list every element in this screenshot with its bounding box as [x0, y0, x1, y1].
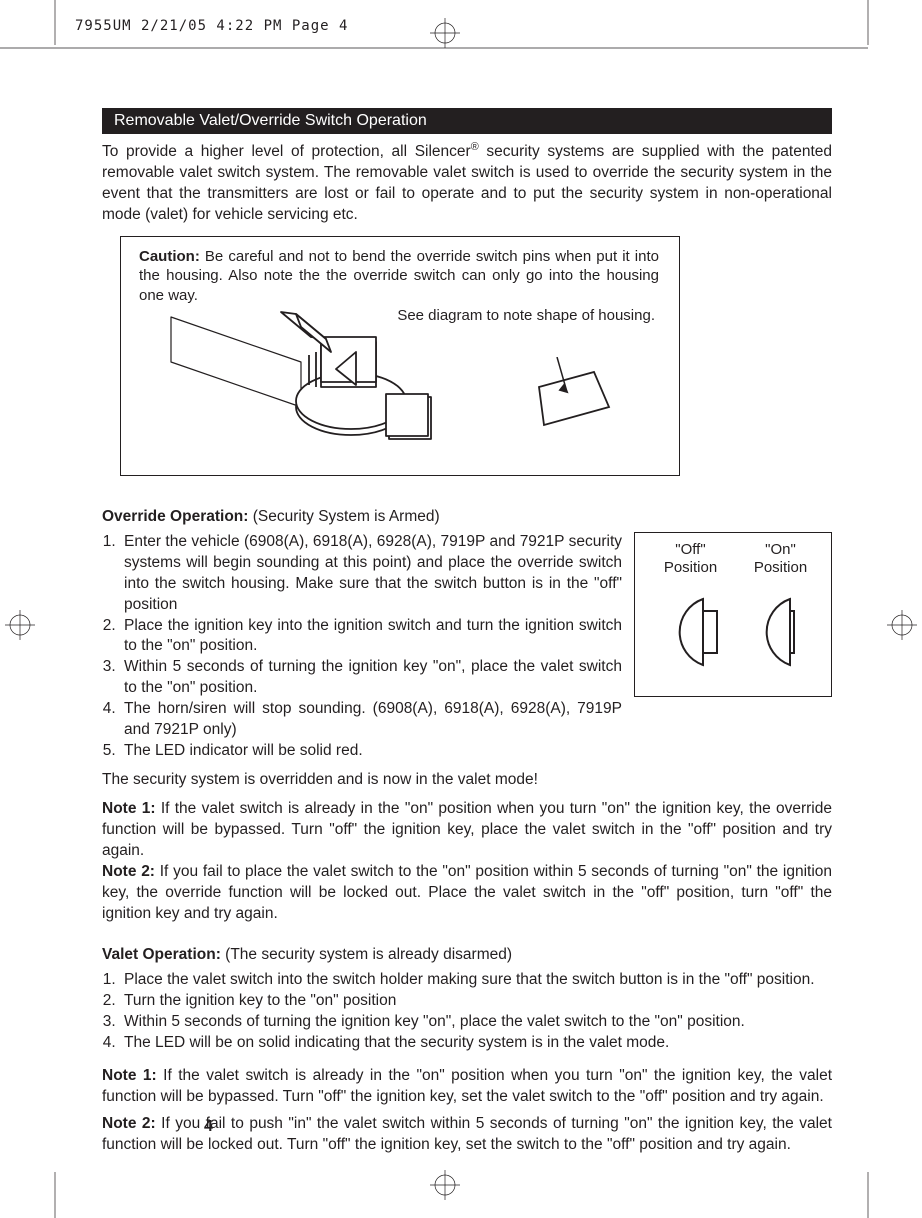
- override-title: Override Operation: (Security System is …: [102, 508, 832, 526]
- valet-note2-label: Note 2:: [102, 1115, 156, 1132]
- override-title-bold: Override Operation:: [102, 508, 248, 525]
- override-note-2: Note 2: If you fail to place the valet s…: [102, 862, 832, 925]
- on-label-2: Position: [746, 559, 816, 577]
- valet-note-1: Note 1: If the valet switch is already i…: [102, 1066, 832, 1108]
- off-label-2: Position: [651, 559, 731, 577]
- page-content: Removable Valet/Override Switch Operatio…: [102, 108, 832, 1156]
- caution-body: Be careful and not to bend the override …: [139, 248, 659, 304]
- override-item-5: The LED indicator will be solid red.: [120, 741, 622, 762]
- override-item-2: Place the ignition key into the ignition…: [120, 616, 622, 658]
- position-diagram: "Off" Position "On" Position: [634, 532, 832, 697]
- registration-mark-top: [430, 18, 460, 48]
- intro-paragraph: To provide a higher level of protection,…: [102, 140, 832, 226]
- valet-item-4: The LED will be on solid indicating that…: [120, 1033, 832, 1054]
- valet-list: Place the valet switch into the switch h…: [102, 970, 832, 1054]
- valet-title-bold: Valet Operation:: [102, 946, 221, 963]
- override-note1-text: If the valet switch is already in the "o…: [102, 800, 832, 859]
- registration-mark-left: [5, 610, 35, 640]
- override-note1-label: Note 1:: [102, 800, 156, 817]
- override-item-4: The horn/siren will stop sounding. (6908…: [120, 699, 622, 741]
- page-number: 4: [204, 1118, 213, 1136]
- print-header-info: 7955UM 2/21/05 4:22 PM Page 4: [75, 18, 348, 34]
- override-item-3: Within 5 seconds of turning the ignition…: [120, 657, 622, 699]
- override-title-rest: (Security System is Armed): [248, 508, 439, 525]
- override-note2-text: If you fail to place the valet switch to…: [102, 863, 832, 922]
- valet-title-rest: (The security system is already disarmed…: [221, 946, 512, 963]
- off-position-icon: [651, 587, 731, 677]
- registration-mark-bottom: [430, 1170, 460, 1200]
- on-position-icon: [746, 587, 816, 677]
- on-label-1: "On": [746, 541, 816, 559]
- valet-item-1: Place the valet switch into the switch h…: [120, 970, 832, 991]
- off-label-1: "Off": [651, 541, 731, 559]
- valet-item-3: Within 5 seconds of turning the ignition…: [120, 1012, 832, 1033]
- valet-item-2: Turn the ignition key to the "on" positi…: [120, 991, 832, 1012]
- override-item-1: Enter the vehicle (6908(A), 6918(A), 692…: [120, 532, 622, 616]
- registration-mark-right: [887, 610, 917, 640]
- caution-label: Caution:: [139, 248, 200, 265]
- override-summary: The security system is overridden and is…: [102, 770, 832, 791]
- caution-box: Caution: Be careful and not to bend the …: [120, 236, 680, 476]
- housing-shape-diagram: [519, 357, 619, 442]
- valet-note1-text: If the valet switch is already in the "o…: [102, 1067, 832, 1105]
- section-title: Removable Valet/Override Switch Operatio…: [102, 108, 832, 134]
- valet-note1-label: Note 1:: [102, 1067, 157, 1084]
- override-list: Enter the vehicle (6908(A), 6918(A), 692…: [102, 532, 622, 762]
- override-note2-label: Note 2:: [102, 863, 155, 880]
- switch-diagram: [161, 297, 481, 462]
- off-position: "Off" Position: [651, 541, 731, 682]
- override-note-1: Note 1: If the valet switch is already i…: [102, 799, 832, 862]
- on-position: "On" Position: [746, 541, 816, 682]
- valet-title: Valet Operation: (The security system is…: [102, 946, 832, 964]
